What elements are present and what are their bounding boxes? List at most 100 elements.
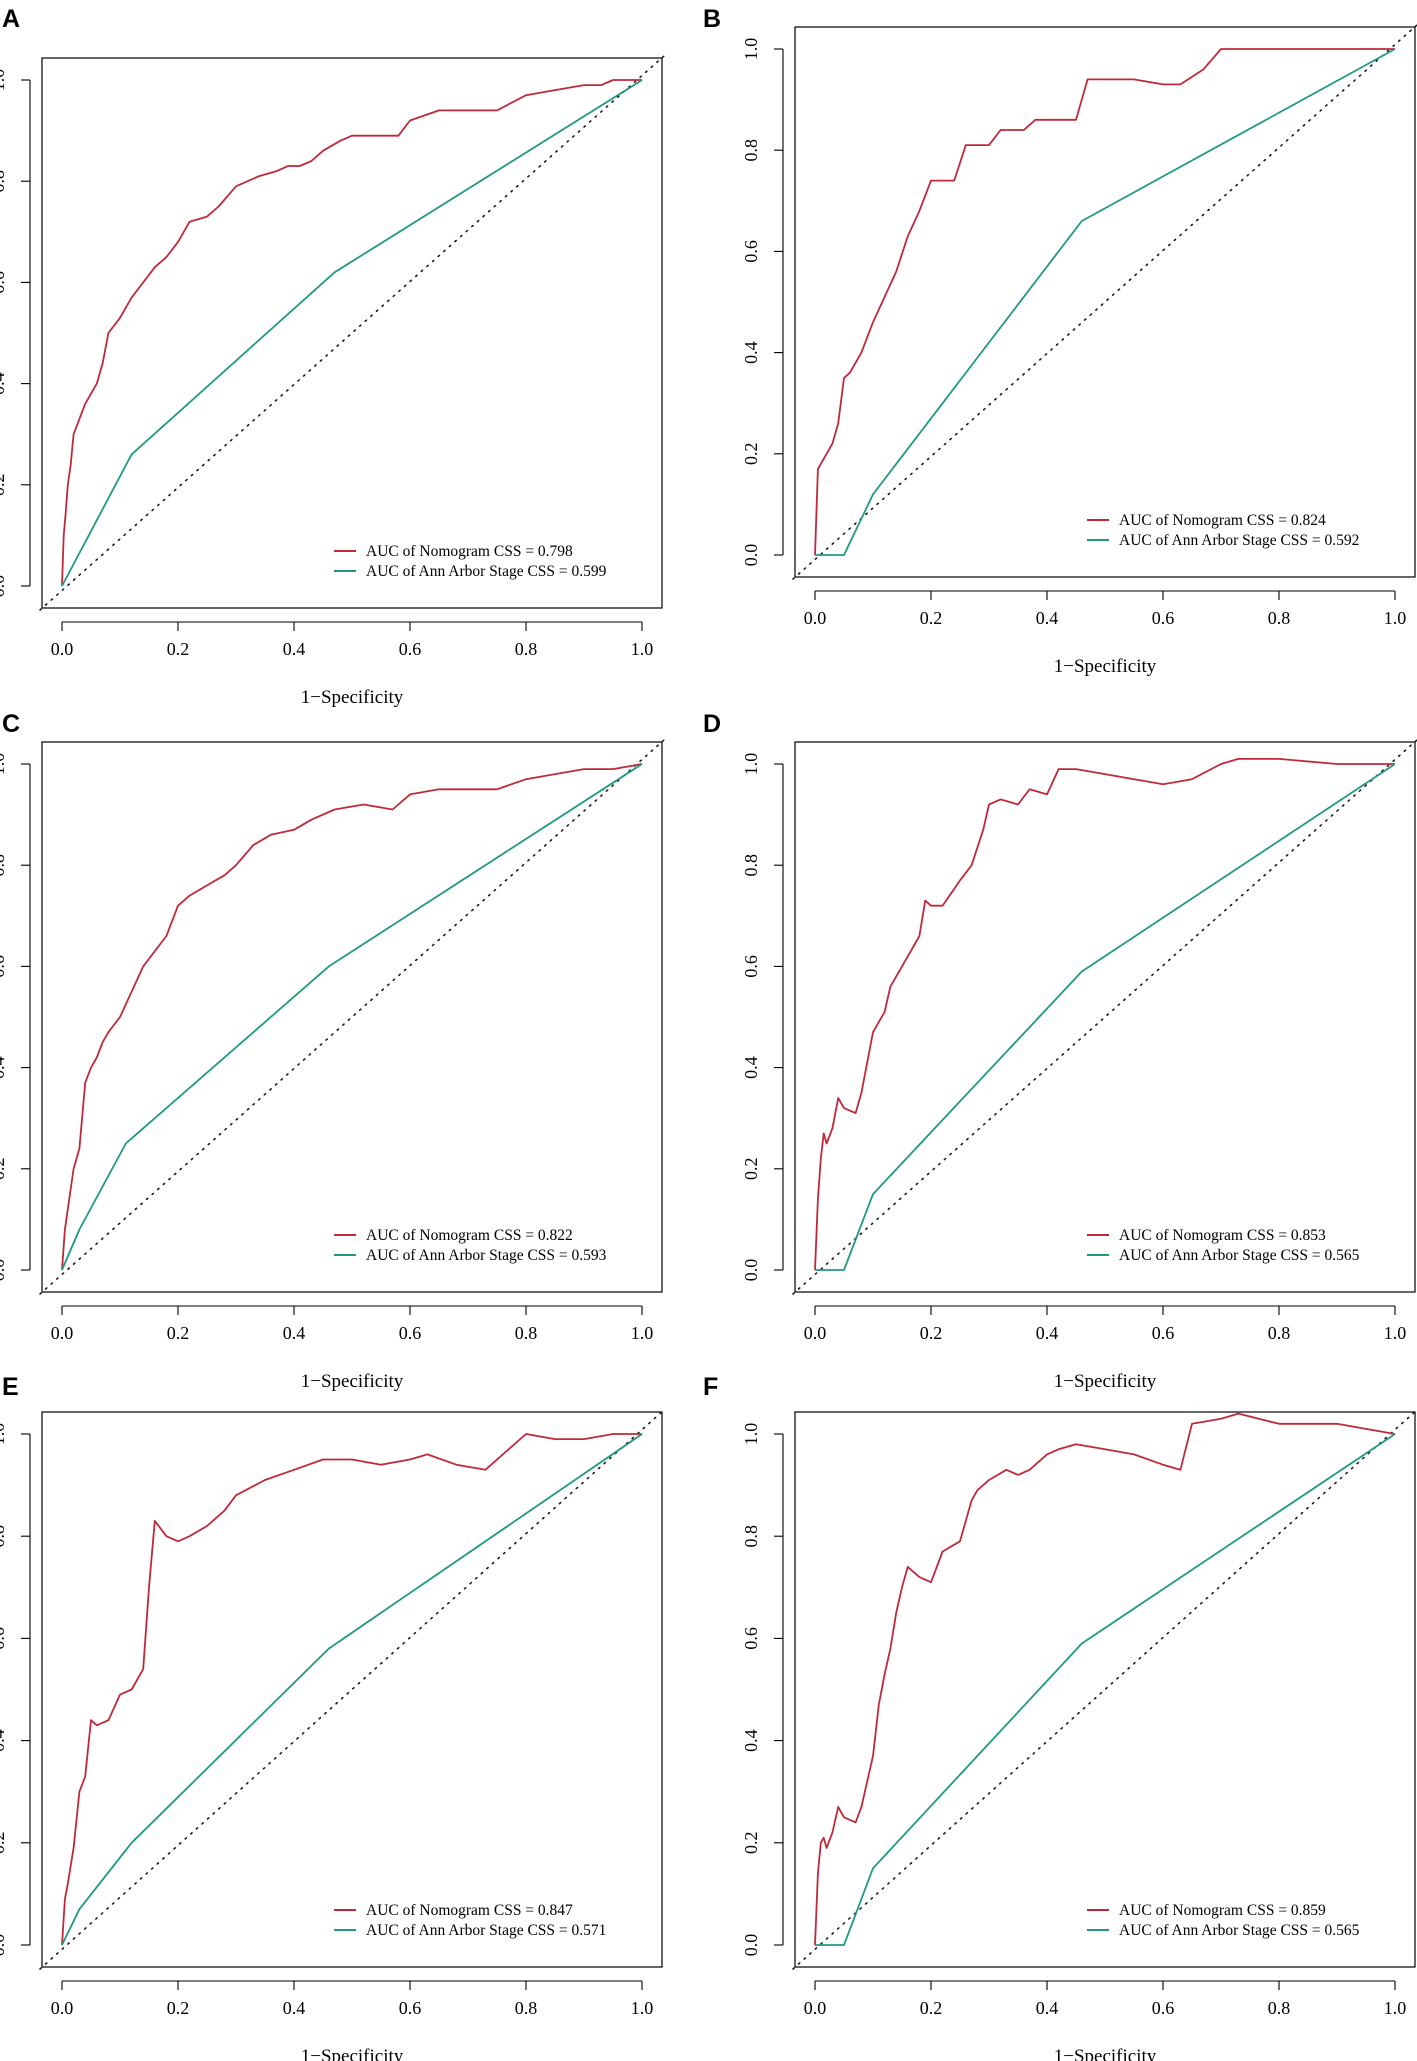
legend: AUC of Nomogram CSS = 0.847 AUC of Ann Ar… <box>334 1902 606 1939</box>
y-tick-label: 1.0 <box>0 1423 8 1446</box>
x-tick-label: 0.6 <box>399 639 422 659</box>
panel-f: F 0.0 0.2 0.4 0.6 0.8 1.0 0.0 0.2 0.4 0.6 0.8 1.0 1−S… <box>703 1373 1417 2061</box>
y-tick-label: 0.2 <box>0 1832 8 1855</box>
x-tick-label: 0.6 <box>1152 608 1175 628</box>
x-axis-title: 1−Specificity <box>301 2046 404 2061</box>
x-tick-label: 1.0 <box>1384 1323 1407 1343</box>
legend-label: AUC of Nomogram CSS = 0.824 <box>1119 512 1326 529</box>
x-tick-label: 1.0 <box>631 1998 654 2018</box>
panel-d: D 0.0 0.2 0.4 0.6 0.8 1.0 0.0 0.2 0.4 0.6 0.8 1.0 1−S… <box>703 710 1417 1392</box>
x-tick-label: 0.6 <box>1152 1323 1175 1343</box>
x-tick-label: 1.0 <box>631 639 654 659</box>
y-tick-label: 1.0 <box>741 753 761 776</box>
ann-arbor-roc-line <box>815 48 1396 556</box>
x-tick-label: 0.8 <box>515 1323 538 1343</box>
x-tick-label: 0.4 <box>283 1998 306 2018</box>
y-tick-label: 0.6 <box>0 271 8 294</box>
ann-arbor-roc-line <box>815 763 1396 1271</box>
legend-label: AUC of Ann Arbor Stage CSS = 0.592 <box>1119 532 1359 549</box>
y-tick-label: 0.0 <box>741 1259 761 1282</box>
legend-label: AUC of Ann Arbor Stage CSS = 0.565 <box>1119 1247 1360 1264</box>
x-tick-label: 0.8 <box>1268 1323 1291 1343</box>
x-tick-label: 0.6 <box>399 1998 422 2018</box>
ann-arbor-roc-line <box>61 1433 643 1946</box>
y-tick-label: 0.0 <box>0 1259 8 1282</box>
y-tick-label: 0.4 <box>0 1056 8 1079</box>
y-tick-label: 0.8 <box>741 854 761 877</box>
ann-arbor-roc-line <box>815 1433 1396 1946</box>
x-tick-label: 0.0 <box>51 1998 74 2018</box>
panel-letter: A <box>2 5 20 33</box>
x-axis-title: 1−Specificity <box>1054 1371 1157 1392</box>
x-tick-label: 0.0 <box>51 639 74 659</box>
legend-label: AUC of Nomogram CSS = 0.859 <box>1119 1902 1326 1919</box>
y-tick-label: 0.8 <box>0 170 8 193</box>
reference-diagonal <box>39 739 665 1295</box>
x-tick-label: 0.2 <box>920 608 943 628</box>
y-tick-label: 0.4 <box>0 372 8 395</box>
y-tick-label: 0.0 <box>0 1934 8 1957</box>
x-tick-label: 0.6 <box>1152 1998 1175 2018</box>
y-tick-label: 1.0 <box>741 38 761 61</box>
panel-letter: C <box>2 710 20 738</box>
x-axis-title: 1−Specificity <box>301 1371 404 1392</box>
x-tick-label: 1.0 <box>631 1323 654 1343</box>
nomogram-roc-line <box>61 79 642 587</box>
y-tick-label: 0.8 <box>741 139 761 162</box>
y-tick-label: 1.0 <box>741 1423 761 1446</box>
y-tick-label: 0.4 <box>0 1729 8 1752</box>
y-tick-label: 0.6 <box>741 240 761 263</box>
reference-diagonal <box>792 1409 1417 1970</box>
x-tick-label: 0.8 <box>1268 1998 1291 2018</box>
x-tick-label: 1.0 <box>1384 1998 1407 2018</box>
x-tick-label: 0.4 <box>283 639 306 659</box>
plot-frame <box>794 741 1416 1293</box>
x-tick-label: 0.6 <box>399 1323 422 1343</box>
y-tick-label: 1.0 <box>0 69 8 92</box>
y-tick-label: 0.2 <box>741 1832 761 1855</box>
panel-a: A 0.0 0.2 0.4 0.6 0.8 1.0 0.0 0.2 0.4 0.6 0.8 1.0 1−S… <box>0 5 665 708</box>
x-tick-label: 0.4 <box>1036 1323 1059 1343</box>
y-tick-label: 0.8 <box>0 1525 8 1548</box>
x-tick-label: 0.0 <box>804 1998 827 2018</box>
panel-letter: F <box>703 1373 718 1401</box>
x-tick-label: 0.0 <box>51 1323 74 1343</box>
y-tick-label: 0.4 <box>741 1729 761 1752</box>
reference-diagonal <box>792 739 1417 1295</box>
nomogram-roc-line <box>814 758 1395 1271</box>
panel-e: E 0.0 0.2 0.4 0.6 0.8 1.0 0.0 0.2 0.4 0.6 0.8 1.0 1−S… <box>0 1373 665 2061</box>
x-tick-label: 0.2 <box>920 1998 943 2018</box>
y-tick-label: 0.0 <box>741 1934 761 1957</box>
legend-label: AUC of Nomogram CSS = 0.798 <box>366 543 573 560</box>
legend: AUC of Nomogram CSS = 0.824 AUC of Ann Ar… <box>1087 512 1359 549</box>
nomogram-roc-line <box>61 1433 642 1946</box>
nomogram-roc-line <box>814 1412 1396 1946</box>
panel-letter: E <box>2 1373 19 1401</box>
plot-frame <box>794 1411 1416 1968</box>
legend-label: AUC of Ann Arbor Stage CSS = 0.571 <box>366 1922 606 1939</box>
x-tick-label: 0.8 <box>515 1998 538 2018</box>
legend: AUC of Nomogram CSS = 0.853 AUC of Ann Ar… <box>1087 1227 1360 1264</box>
y-tick-label: 0.6 <box>0 1627 8 1650</box>
x-tick-label: 0.4 <box>1036 608 1059 628</box>
x-tick-label: 0.8 <box>1268 608 1291 628</box>
legend: AUC of Nomogram CSS = 0.822 AUC of Ann Ar… <box>334 1227 607 1264</box>
x-tick-label: 0.0 <box>804 1323 827 1343</box>
nomogram-roc-line <box>814 48 1395 556</box>
x-tick-label: 0.2 <box>167 1323 190 1343</box>
x-tick-label: 1.0 <box>1384 608 1407 628</box>
y-tick-label: 0.2 <box>0 474 8 497</box>
x-tick-label: 0.4 <box>1036 1998 1059 2018</box>
reference-diagonal <box>39 1409 665 1970</box>
x-axis-title: 1−Specificity <box>1054 656 1157 677</box>
legend: AUC of Nomogram CSS = 0.859 AUC of Ann Ar… <box>1087 1902 1360 1939</box>
reference-diagonal <box>39 55 665 611</box>
panel-b: B 0.0 0.2 0.4 0.6 0.8 1.0 0.0 0.2 0.4 0.6 0.8 1.0 1−S… <box>703 5 1417 677</box>
y-tick-label: 1.0 <box>0 753 8 776</box>
x-tick-label: 0.2 <box>920 1323 943 1343</box>
y-tick-label: 0.4 <box>741 1056 761 1079</box>
y-tick-label: 0.0 <box>741 544 761 567</box>
nomogram-roc-line <box>61 763 643 1271</box>
y-tick-label: 0.2 <box>0 1158 8 1181</box>
y-tick-label: 0.0 <box>0 575 8 598</box>
